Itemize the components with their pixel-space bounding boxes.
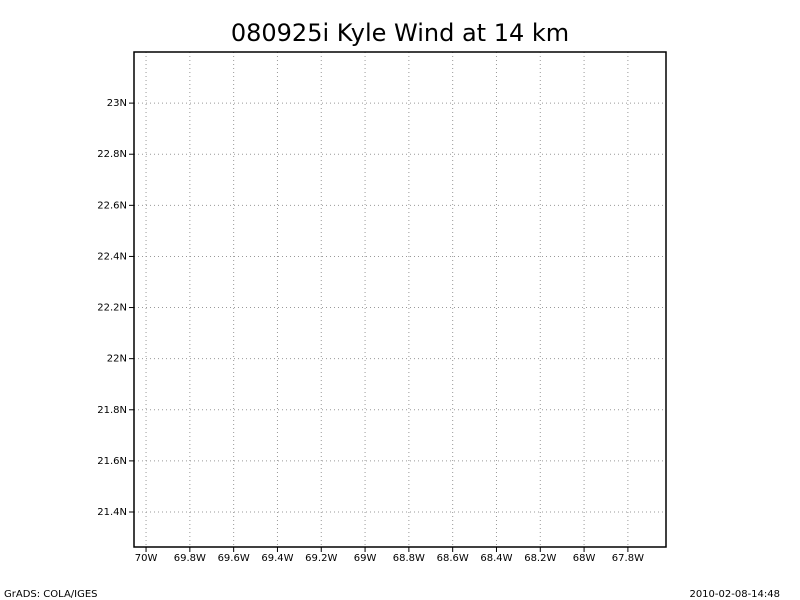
y-tick-label: 22.2N [97,303,127,314]
x-tick-label: 69.8W [174,553,206,564]
x-tick-label: 68.8W [393,553,425,564]
x-tick-label: 69.2W [305,553,337,564]
x-tick-label: 67.8W [612,553,644,564]
footer-right: 2010-02-08-14:48 [689,589,780,600]
y-tick-label: 22.8N [97,149,127,160]
x-tick-label: 68.4W [480,553,512,564]
y-tick-label: 21.4N [97,507,127,518]
y-tick-label: 22.6N [97,200,127,211]
y-tick-label: 23N [107,98,127,109]
y-tick-label: 21.6N [97,456,127,467]
plot-frame [133,51,667,548]
x-tick-label: 70W [135,553,158,564]
x-tick-label: 69.4W [261,553,293,564]
x-tick-label: 68.2W [524,553,556,564]
x-tick-label: 68W [573,553,596,564]
x-tick-label: 69.6W [218,553,250,564]
y-tick-label: 22.4N [97,251,127,262]
y-tick-label: 21.8N [97,405,127,416]
y-tick-label: 22N [107,354,127,365]
chart-title: 080925i Kyle Wind at 14 km [231,19,569,47]
footer-left: GrADS: COLA/IGES [4,589,98,600]
x-tick-label: 68.6W [437,553,469,564]
x-tick-label: 69W [354,553,377,564]
